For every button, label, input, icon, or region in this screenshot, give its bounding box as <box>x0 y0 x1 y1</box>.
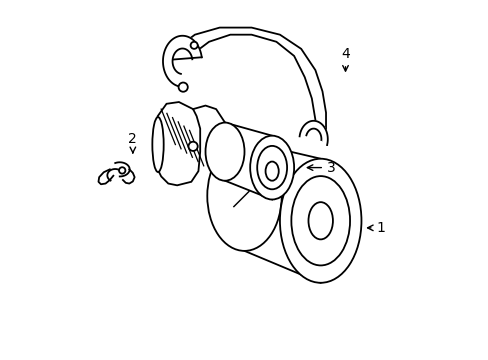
Text: 1: 1 <box>367 221 385 235</box>
Ellipse shape <box>265 162 278 181</box>
Polygon shape <box>244 141 320 283</box>
Circle shape <box>178 82 187 92</box>
Ellipse shape <box>257 146 286 189</box>
Circle shape <box>190 42 197 49</box>
Text: 4: 4 <box>341 47 349 71</box>
Ellipse shape <box>308 202 332 239</box>
Ellipse shape <box>250 136 293 199</box>
Ellipse shape <box>207 141 281 251</box>
Text: 3: 3 <box>306 161 335 175</box>
Polygon shape <box>224 123 272 199</box>
Polygon shape <box>163 36 202 87</box>
Ellipse shape <box>205 123 244 181</box>
Ellipse shape <box>291 176 349 265</box>
Circle shape <box>188 142 197 151</box>
Ellipse shape <box>279 159 361 283</box>
Circle shape <box>119 167 125 174</box>
Polygon shape <box>156 102 200 185</box>
Polygon shape <box>299 121 327 145</box>
Ellipse shape <box>152 117 163 172</box>
Polygon shape <box>173 28 325 138</box>
Text: 2: 2 <box>128 132 137 153</box>
